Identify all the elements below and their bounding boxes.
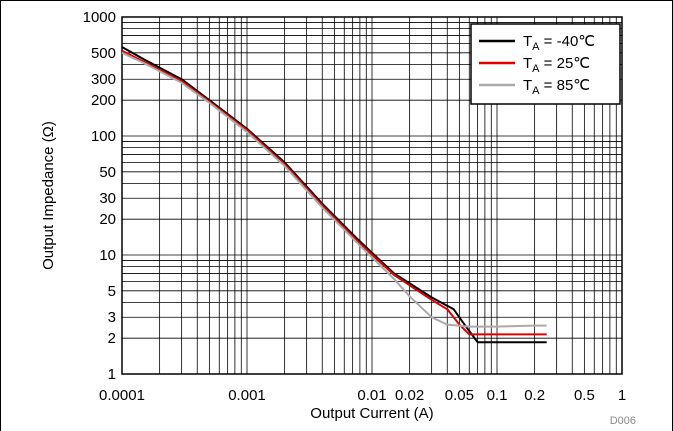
y-tick-label: 1000 [83, 9, 116, 26]
series-line-2 [121, 49, 547, 336]
y-tick-label: 30 [99, 190, 116, 207]
y-tick-label: 5 [108, 283, 116, 300]
y-tick-label: 50 [99, 164, 116, 181]
plot-area [121, 16, 623, 375]
y-tick-label: 10 [99, 247, 116, 264]
y-tick-label: 300 [91, 71, 116, 88]
legend: TA = -40℃TA = 25℃TA = 85℃ [470, 23, 621, 105]
legend-label-1: TA = -40℃ [523, 33, 595, 53]
x-axis-label: Output Current (A) [310, 405, 433, 422]
x-tick-label: 0.2 [524, 387, 545, 404]
figure-id-label: D006 [610, 415, 636, 427]
grid [122, 17, 622, 374]
series-line-3 [121, 51, 547, 328]
x-tick-label: 0.5 [574, 387, 595, 404]
legend-label-2: TA = 25℃ [523, 55, 590, 75]
y-tick-label: 20 [99, 211, 116, 228]
y-tick-labels: 1 2 3 5 10 20 30 50 100 200 300 500 1000 [83, 9, 116, 383]
y-tick-label: 3 [108, 309, 116, 326]
y-tick-label: 200 [91, 92, 116, 109]
y-tick-label: 1 [108, 366, 116, 383]
series-group [121, 46, 547, 344]
y-axis-label: Output Impedance (Ω) [40, 121, 57, 270]
y-tick-label: 500 [91, 45, 116, 62]
x-tick-labels: 0.0001 0.001 0.01 0.02 0.05 0.1 0.2 0.5 1 [99, 387, 626, 404]
x-tick-label: 0.001 [228, 387, 266, 404]
x-tick-label: 1 [618, 387, 626, 404]
x-tick-label: 0.05 [445, 387, 474, 404]
x-tick-label: 0.01 [357, 387, 386, 404]
legend-label-3: TA = 85℃ [523, 77, 590, 97]
x-tick-label: 0.02 [395, 387, 424, 404]
series-line-1 [121, 46, 547, 344]
y-tick-label: 2 [108, 330, 116, 347]
x-tick-label: 0.1 [487, 387, 508, 404]
x-tick-label: 0.0001 [99, 387, 145, 404]
y-tick-label: 100 [91, 128, 116, 145]
